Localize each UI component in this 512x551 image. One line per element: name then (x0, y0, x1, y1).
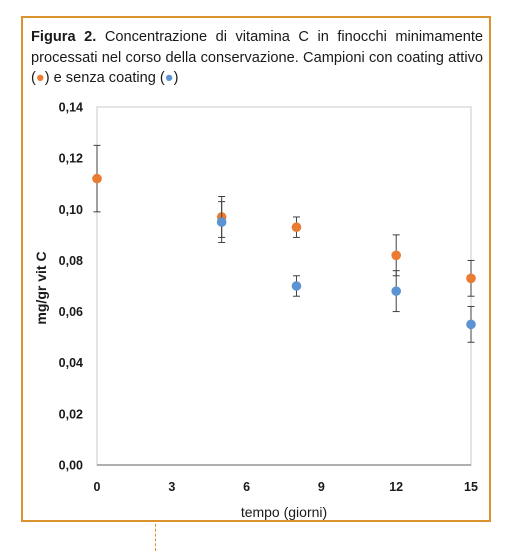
y-tick-label: 0,02 (59, 407, 83, 421)
y-tick-label: 0,06 (59, 305, 83, 319)
figure-frame (21, 16, 491, 522)
data-point-active-coating (466, 273, 476, 284)
data-point-no-coating (466, 319, 476, 330)
caption-text-end: ) (173, 70, 179, 86)
data-point-active-coating (391, 250, 402, 261)
caption-label: Figura 2. (31, 29, 97, 45)
caption-text-main: Concentrazione di vitamina C in finocchi… (31, 29, 483, 86)
y-tick-label: 0,12 (59, 152, 83, 166)
y-tick-label: 0,10 (59, 203, 83, 217)
caption-text-mid: ) e senza coating ( (44, 70, 165, 86)
no-coating-marker-icon: ● (164, 70, 174, 86)
active-coating-marker-icon: ● (35, 70, 45, 86)
x-tick-label: 3 (168, 480, 175, 494)
y-tick-label: 0,14 (59, 101, 83, 115)
plot-area-border (96, 106, 472, 466)
y-tick-label: 0,00 (59, 459, 83, 473)
x-tick-label: 15 (464, 480, 478, 494)
x-tick-label: 12 (389, 480, 403, 494)
dashed-connector (155, 524, 156, 551)
y-tick-label: 0,08 (59, 254, 83, 268)
x-tick-label: 6 (243, 480, 250, 494)
data-point-active-coating (291, 222, 302, 232)
y-axis-title: mg/gr vit C (33, 251, 49, 324)
y-tick-label: 0,04 (59, 356, 83, 370)
x-tick-label: 9 (318, 480, 325, 494)
data-point-no-coating (216, 217, 227, 227)
data-point-active-coating (92, 173, 102, 184)
data-point-no-coating (391, 286, 402, 296)
figure-caption: Figura 2. Concentrazione di vitamina C i… (31, 27, 483, 89)
x-axis-title: tempo (giorni) (241, 504, 327, 520)
x-tick-label: 0 (94, 480, 101, 494)
data-point-no-coating (291, 281, 302, 291)
